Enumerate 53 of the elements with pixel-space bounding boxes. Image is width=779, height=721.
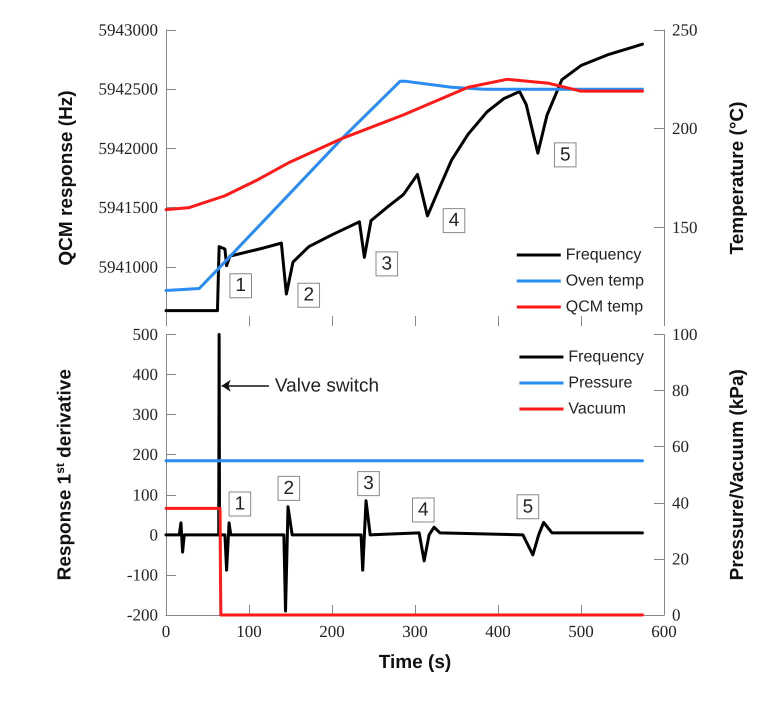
y2-tick-label: 100 bbox=[672, 325, 698, 344]
y2-tick-label: 200 bbox=[672, 119, 698, 138]
y-tick-label: 300 bbox=[132, 405, 158, 424]
y2-tick-label: 40 bbox=[672, 493, 689, 512]
line-series bbox=[164, 78, 644, 212]
y2-axis-title: Temperature (°C) bbox=[727, 102, 748, 254]
x-tick-label: 200 bbox=[319, 622, 345, 641]
annotation: 5 bbox=[522, 496, 534, 518]
y-axis-title: Response 1st derivative bbox=[53, 369, 76, 580]
annotation: 3 bbox=[381, 253, 392, 274]
x-axis-title: Time (s) bbox=[378, 652, 452, 673]
y2-tick-label: 0 bbox=[672, 606, 680, 624]
y2-tick-label: 20 bbox=[672, 549, 689, 568]
annotation: 1 bbox=[235, 275, 246, 296]
y2-tick-label: 150 bbox=[672, 218, 698, 237]
annotation: 2 bbox=[303, 284, 314, 306]
x-tick-label: 100 bbox=[236, 622, 262, 641]
x-tick-label: 500 bbox=[568, 622, 594, 641]
annotation: 3 bbox=[363, 473, 374, 494]
y-tick-label: -200 bbox=[126, 606, 158, 624]
y-tick-label: 0 bbox=[150, 525, 158, 544]
y-tick-label: 5941000 bbox=[98, 257, 158, 276]
y-tick-label: 5943000 bbox=[98, 20, 158, 40]
x-tick-label: 300 bbox=[402, 622, 428, 641]
annotation: Valve switch bbox=[274, 375, 380, 396]
y-tick-label: -100 bbox=[126, 565, 158, 584]
y-tick-label: 5942000 bbox=[98, 138, 158, 158]
x-tick-label: 400 bbox=[485, 622, 511, 641]
annotation: 1 bbox=[234, 494, 246, 514]
y-tick-label: 5941500 bbox=[98, 198, 158, 218]
annotation: 5 bbox=[560, 144, 571, 166]
y-axis-title: QCM response (Hz) bbox=[56, 90, 77, 266]
x-tick-label: 600 bbox=[651, 622, 677, 641]
annotation: 4 bbox=[448, 210, 460, 232]
annotation: 4 bbox=[418, 500, 430, 521]
y2-tick-label: 80 bbox=[672, 381, 689, 400]
y2-axis-title: Pressure/Vacuum (kPa) bbox=[727, 369, 748, 580]
y2-tick-label: 250 bbox=[672, 20, 698, 40]
y-tick-label: 5942500 bbox=[98, 80, 158, 99]
legend-label: Oven temp bbox=[566, 272, 644, 290]
legend-label: Frequency bbox=[566, 246, 642, 264]
legend-label: Frequency bbox=[568, 348, 644, 366]
y-tick-label: 500 bbox=[132, 325, 158, 344]
x-tick-label: 0 bbox=[162, 622, 170, 641]
y2-tick-label: 60 bbox=[672, 437, 689, 456]
line-series bbox=[164, 333, 644, 612]
y-tick-label: 200 bbox=[132, 445, 158, 464]
annotation: 2 bbox=[284, 478, 294, 499]
legend-label: Vacuum bbox=[568, 400, 626, 418]
y-tick-label: 100 bbox=[132, 485, 158, 504]
legend-label: Pressure bbox=[568, 374, 633, 392]
legend-label: QCM temp bbox=[566, 298, 644, 316]
y-tick-label: 400 bbox=[132, 365, 158, 384]
